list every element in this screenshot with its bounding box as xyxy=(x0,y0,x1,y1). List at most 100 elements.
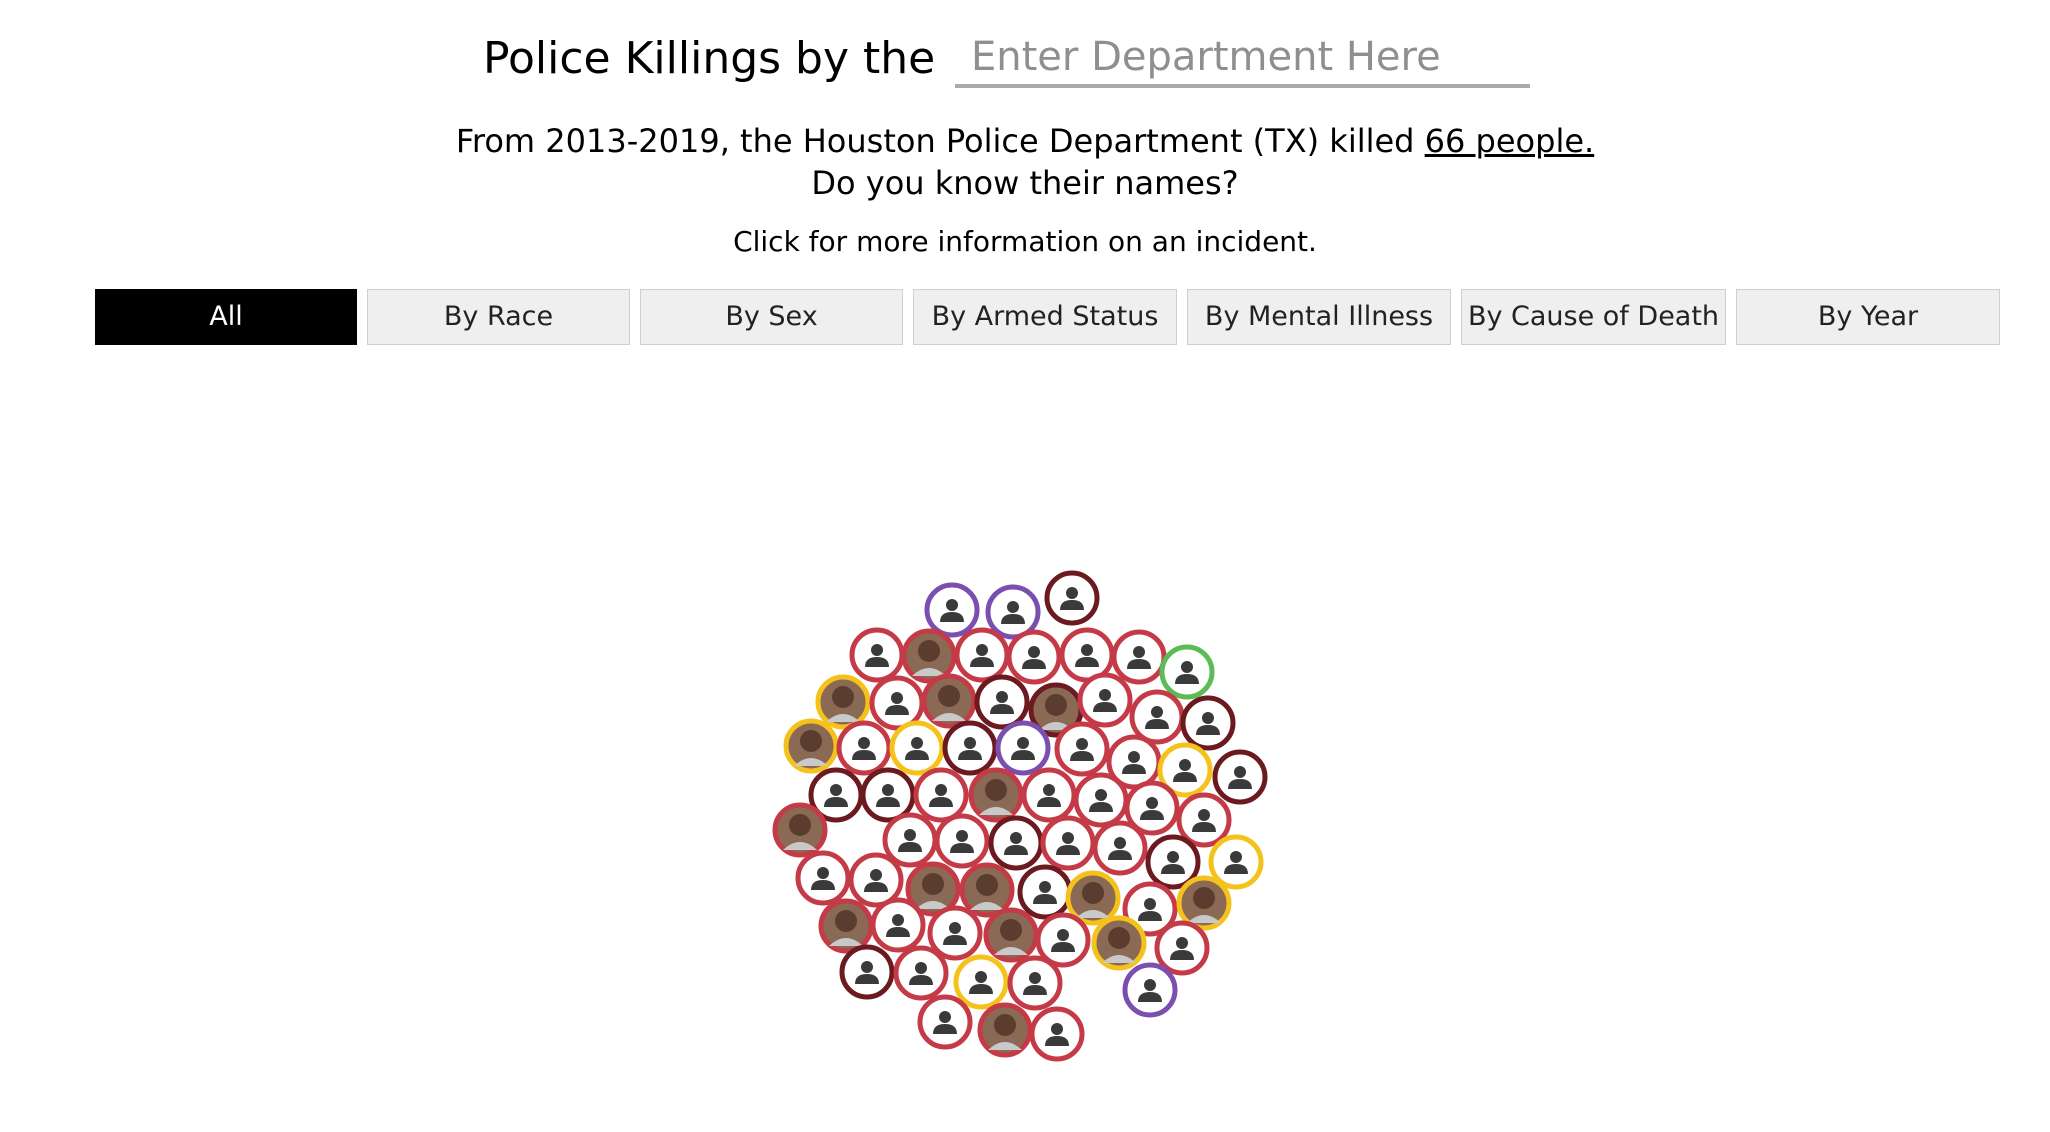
person-icon xyxy=(915,962,927,974)
department-search-input[interactable] xyxy=(955,30,1530,88)
victim-bubble[interactable] xyxy=(1159,644,1215,700)
victim-bubble[interactable] xyxy=(1111,629,1167,685)
victim-bubble[interactable] xyxy=(1059,627,1115,683)
person-icon xyxy=(871,644,883,656)
summary-prefix: From 2013-2019, the Houston Police Depar… xyxy=(455,122,1415,160)
victim-bubble[interactable] xyxy=(1157,742,1213,798)
victim-bubble[interactable] xyxy=(995,720,1051,776)
victim-photo xyxy=(1045,694,1067,716)
victim-bubble[interactable] xyxy=(1176,875,1232,931)
person-icon xyxy=(1181,661,1193,673)
tab-by-mental-illness[interactable]: By Mental Illness xyxy=(1187,289,1451,345)
victim-bubble[interactable] xyxy=(1208,834,1264,890)
person-icon xyxy=(1198,809,1210,821)
person-icon xyxy=(1062,832,1074,844)
victim-bubble[interactable] xyxy=(983,907,1039,963)
person-icon xyxy=(1007,601,1019,613)
victim-bubble[interactable] xyxy=(772,802,828,858)
victim-photo xyxy=(1000,919,1022,941)
tab-all[interactable]: All xyxy=(95,289,357,345)
person-icon xyxy=(1146,797,1158,809)
person-icon xyxy=(892,914,904,926)
person-icon xyxy=(975,971,987,983)
person-icon xyxy=(1066,587,1078,599)
victim-bubble[interactable] xyxy=(882,812,938,868)
tab-by-race[interactable]: By Race xyxy=(367,289,630,345)
victim-bubble[interactable] xyxy=(1044,570,1100,626)
person-icon xyxy=(870,869,882,881)
victim-bubble[interactable] xyxy=(1054,721,1110,777)
victim-bubble[interactable] xyxy=(848,852,904,908)
victim-bubble[interactable] xyxy=(954,627,1010,683)
victim-bubble[interactable] xyxy=(1180,695,1236,751)
victim-bubble[interactable] xyxy=(795,850,851,906)
victim-bubble[interactable] xyxy=(1124,780,1180,836)
victim-bubble[interactable] xyxy=(1122,962,1178,1018)
tab-by-armed-status[interactable]: By Armed Status xyxy=(913,289,1177,345)
victim-bubble[interactable] xyxy=(889,720,945,776)
victim-bubble[interactable] xyxy=(1077,672,1133,728)
victim-bubble[interactable] xyxy=(927,905,983,961)
victim-bubble[interactable] xyxy=(953,954,1009,1010)
victim-bubble[interactable] xyxy=(959,862,1015,918)
victim-bubble[interactable] xyxy=(917,994,973,1050)
victim-bubble[interactable] xyxy=(836,720,892,776)
victim-bubble[interactable] xyxy=(1212,749,1268,805)
victim-bubble[interactable] xyxy=(1035,912,1091,968)
person-icon xyxy=(1128,751,1140,763)
victim-bubble[interactable] xyxy=(942,720,998,776)
victim-bubble[interactable] xyxy=(849,627,905,683)
person-icon xyxy=(1230,851,1242,863)
victim-bubble[interactable] xyxy=(860,767,916,823)
victim-bubble[interactable] xyxy=(783,718,839,774)
victim-bubble[interactable] xyxy=(1028,682,1084,738)
victim-bubble[interactable] xyxy=(1029,1006,1085,1062)
victim-bubble[interactable] xyxy=(974,674,1030,730)
victim-bubble[interactable] xyxy=(1021,767,1077,823)
victim-bubble[interactable] xyxy=(1176,792,1232,848)
person-icon xyxy=(882,784,894,796)
victim-bubble[interactable] xyxy=(815,674,871,730)
victim-bubble[interactable] xyxy=(913,767,969,823)
person-icon xyxy=(891,692,903,704)
victim-bubble[interactable] xyxy=(1007,955,1063,1011)
person-icon xyxy=(1179,759,1191,771)
victim-bubble[interactable] xyxy=(934,813,990,869)
victim-bubble[interactable] xyxy=(1073,772,1129,828)
victim-bubble[interactable] xyxy=(924,582,980,638)
victim-bubble[interactable] xyxy=(1017,864,1073,920)
title-row: Police Killings by the xyxy=(0,28,2050,98)
victim-bubble[interactable] xyxy=(1145,834,1201,890)
tab-by-sex[interactable]: By Sex xyxy=(640,289,903,345)
victim-bubble[interactable] xyxy=(968,767,1024,823)
person-icon xyxy=(1081,644,1093,656)
victim-bubble[interactable] xyxy=(818,898,874,954)
victim-bubble[interactable] xyxy=(921,673,977,729)
victim-bubble[interactable] xyxy=(1040,815,1096,871)
victim-bubble[interactable] xyxy=(1006,629,1062,685)
victim-bubble[interactable] xyxy=(870,897,926,953)
victim-bubble[interactable] xyxy=(988,815,1044,871)
person-icon xyxy=(1029,972,1041,984)
victim-bubble[interactable] xyxy=(1065,870,1121,926)
people-count-link[interactable]: 66 people. xyxy=(1424,122,1595,160)
victim-photo xyxy=(985,779,1007,801)
victim-bubble[interactable] xyxy=(893,945,949,1001)
tab-by-year[interactable]: By Year xyxy=(1736,289,2000,345)
victim-bubble[interactable] xyxy=(901,628,957,684)
person-icon xyxy=(1144,898,1156,910)
tab-by-cause-of-death[interactable]: By Cause of Death xyxy=(1461,289,1726,345)
victim-bubble[interactable] xyxy=(1092,820,1148,876)
person-icon xyxy=(956,830,968,842)
person-icon xyxy=(1010,832,1022,844)
victim-bubble[interactable] xyxy=(1091,915,1147,971)
person-icon xyxy=(1043,784,1055,796)
victim-bubble[interactable] xyxy=(905,861,961,917)
victim-bubble[interactable] xyxy=(985,584,1041,640)
victim-bubble[interactable] xyxy=(977,1002,1033,1058)
victim-bubble[interactable] xyxy=(839,944,895,1000)
victim-bubble[interactable] xyxy=(869,675,925,731)
victim-bubble[interactable] xyxy=(1129,689,1185,745)
victim-bubble[interactable] xyxy=(1122,881,1178,937)
victim-bubble[interactable] xyxy=(1154,920,1210,976)
